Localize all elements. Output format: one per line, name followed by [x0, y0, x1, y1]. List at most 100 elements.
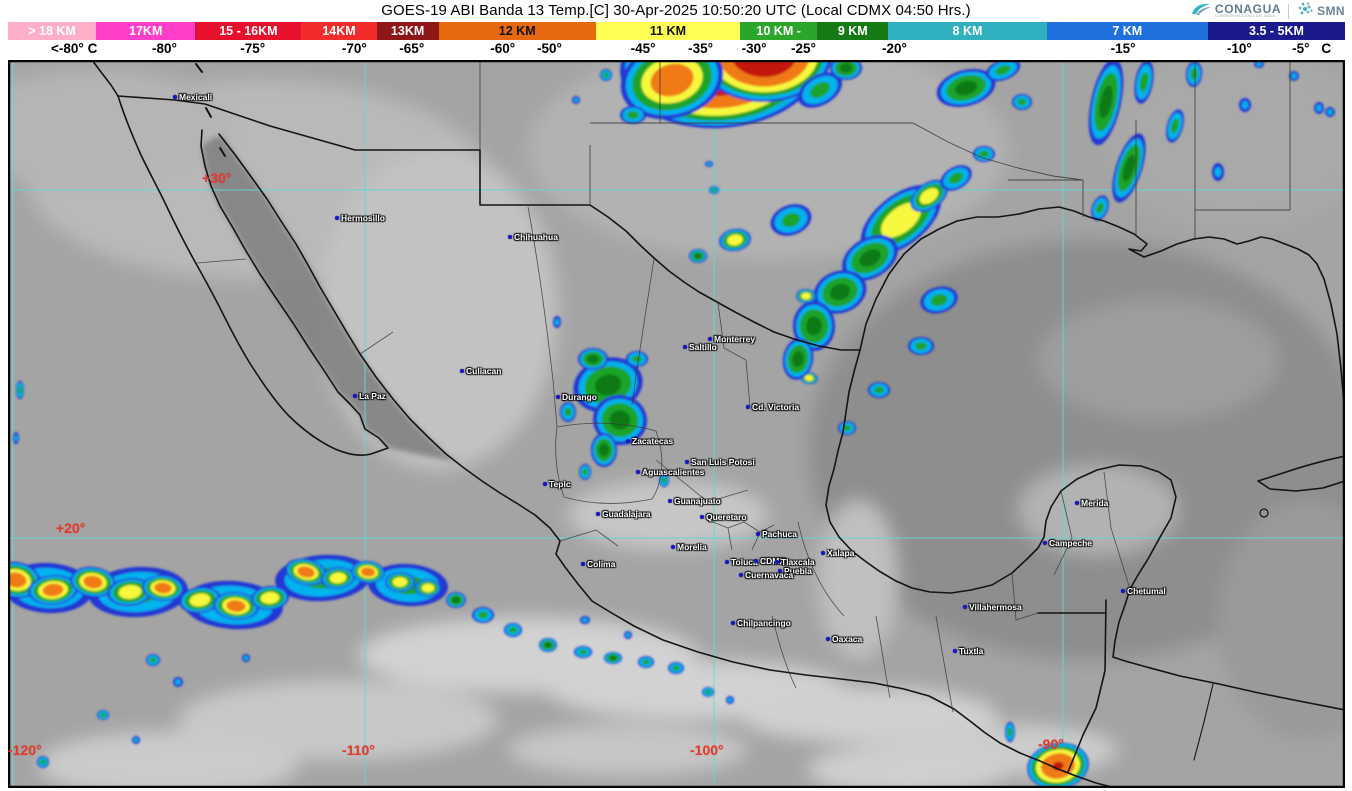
temp-label: -30°: [741, 41, 767, 56]
storm-cell: [936, 68, 996, 108]
storm-cell: [719, 228, 751, 252]
temp-label: C: [1321, 41, 1332, 56]
storm-cell: [910, 179, 948, 213]
storm-cell: [1027, 742, 1089, 788]
temp-label: -70°: [341, 41, 367, 56]
storm-cell: [351, 560, 385, 584]
storm-cell: [37, 756, 49, 768]
temp-label: -65°: [399, 41, 425, 56]
storm-cell: [604, 652, 622, 664]
storm-cell: [985, 60, 1021, 82]
altitude-color-scale: > 18 KM 17KM 15 - 16KM 14KM 13KM 12 KM 11 KM 10…: [8, 22, 1346, 40]
temp-label: -50°: [537, 41, 562, 56]
storm-cell: [797, 72, 843, 108]
storm-cell: [574, 646, 592, 658]
storm-cell: [142, 574, 184, 602]
conagua-wave-icon: [1190, 1, 1212, 22]
storm-cell: [1012, 94, 1032, 110]
temp-label: <-80° C: [51, 41, 98, 56]
storm-cell: [908, 337, 934, 355]
page-title: GOES-19 ABI Banda 13 Temp.[C] 30-Apr-202…: [381, 2, 971, 19]
storm-cell: [579, 464, 591, 480]
temp-label: -10°: [1226, 41, 1252, 56]
storm-cell: [251, 585, 289, 611]
scale-segment: 7 KM: [1046, 22, 1208, 40]
scale-segment: 17KM: [96, 22, 196, 40]
temp-label: -35°: [688, 41, 714, 56]
smn-logo: SMN: [1296, 1, 1345, 22]
storm-cell: [770, 204, 812, 236]
storm-cell: [242, 654, 250, 662]
temperature-scale-labels: <-80° C -80° -75° -70° -65° -60° -50° -45° -35° -…: [8, 40, 1345, 60]
scale-segment: 8 KM: [888, 22, 1047, 40]
storm-cell: [173, 677, 183, 687]
storm-cell: [213, 591, 259, 621]
storm-cell: [973, 146, 995, 162]
storm-cell: [472, 607, 494, 623]
temp-label: -45°: [630, 41, 656, 56]
scale-segment: 10 KM -: [740, 22, 818, 40]
smn-spiral-icon: [1296, 1, 1314, 22]
storm-cell: [696, 60, 832, 102]
map-border: [8, 60, 1345, 788]
storm-cell: [1185, 61, 1203, 87]
storm-cell: [782, 338, 814, 380]
scale-segment: 3.5 - 5KM: [1207, 22, 1346, 40]
storm-cell: [28, 574, 78, 606]
storm-cell: [97, 710, 109, 720]
storm-cell: [1166, 109, 1184, 143]
storm-cell: [624, 631, 632, 639]
scale-segment: 12 KM: [438, 22, 596, 40]
us-state-lines: [479, 60, 1291, 238]
storm-cell: [1239, 98, 1251, 112]
storm-cell: [689, 249, 707, 263]
storm-cell: [107, 577, 153, 607]
storm-cell: [920, 286, 958, 314]
storm-cell: [600, 69, 612, 81]
conagua-tagline: COMISIÓN NACIONAL DEL AGUA: [1214, 14, 1275, 19]
storm-cell: [793, 301, 835, 351]
temp-label: -20°: [881, 41, 907, 56]
storm-cell: [838, 421, 856, 435]
scale-segment: 15 - 16KM: [195, 22, 302, 40]
storm-cell: [702, 687, 714, 697]
storm-cell: [285, 558, 327, 586]
mx-state-lines: [196, 206, 1131, 713]
temp-label: -80°: [151, 41, 177, 56]
storm-cell: [659, 473, 669, 487]
storm-cell: [385, 572, 415, 592]
storm-cell: [539, 638, 557, 652]
storm-cell: [321, 566, 355, 590]
satellite-map-canvas: [8, 60, 1345, 788]
scale-segment: 13KM: [376, 22, 439, 40]
storm-cell: [668, 662, 684, 674]
conagua-text: CONAGUA: [1214, 2, 1282, 17]
storm-cell: [796, 289, 816, 303]
storm-cell: [13, 432, 19, 444]
storm-cell: [146, 654, 160, 666]
storm-cell: [813, 270, 867, 314]
storm-cell: [572, 96, 580, 104]
storm-cell: [940, 165, 972, 191]
storm-cell: [179, 586, 221, 614]
storm-cell: [504, 623, 522, 637]
logo-area: CONAGUA COMISIÓN NACIONAL DEL AGUA: [1184, 0, 1350, 22]
gulf-of-california: [202, 136, 458, 462]
scale-segment: 9 KM: [817, 22, 889, 40]
temp-label: -75°: [240, 41, 266, 56]
scale-segment: > 18 KM: [8, 22, 97, 40]
conagua-logo: CONAGUA COMISIÓN NACIONAL DEL AGUA: [1190, 1, 1281, 22]
storm-cell: [830, 60, 862, 80]
storm-cell: [593, 394, 647, 446]
storm-cell: [1005, 722, 1015, 742]
temp-label: -5°: [1292, 41, 1310, 56]
header: GOES-19 ABI Banda 13 Temp.[C] 30-Apr-202…: [0, 0, 1352, 22]
convection-layer: [8, 60, 1345, 788]
storm-cell: [868, 382, 890, 398]
storm-cell: [709, 186, 719, 194]
logo-separator: [1288, 3, 1290, 19]
storm-cell: [638, 656, 654, 668]
satellite-map: +30° +20° -120° -110° -100° -90° Mexicali Hermo…: [8, 60, 1345, 788]
storm-cell: [553, 316, 561, 328]
